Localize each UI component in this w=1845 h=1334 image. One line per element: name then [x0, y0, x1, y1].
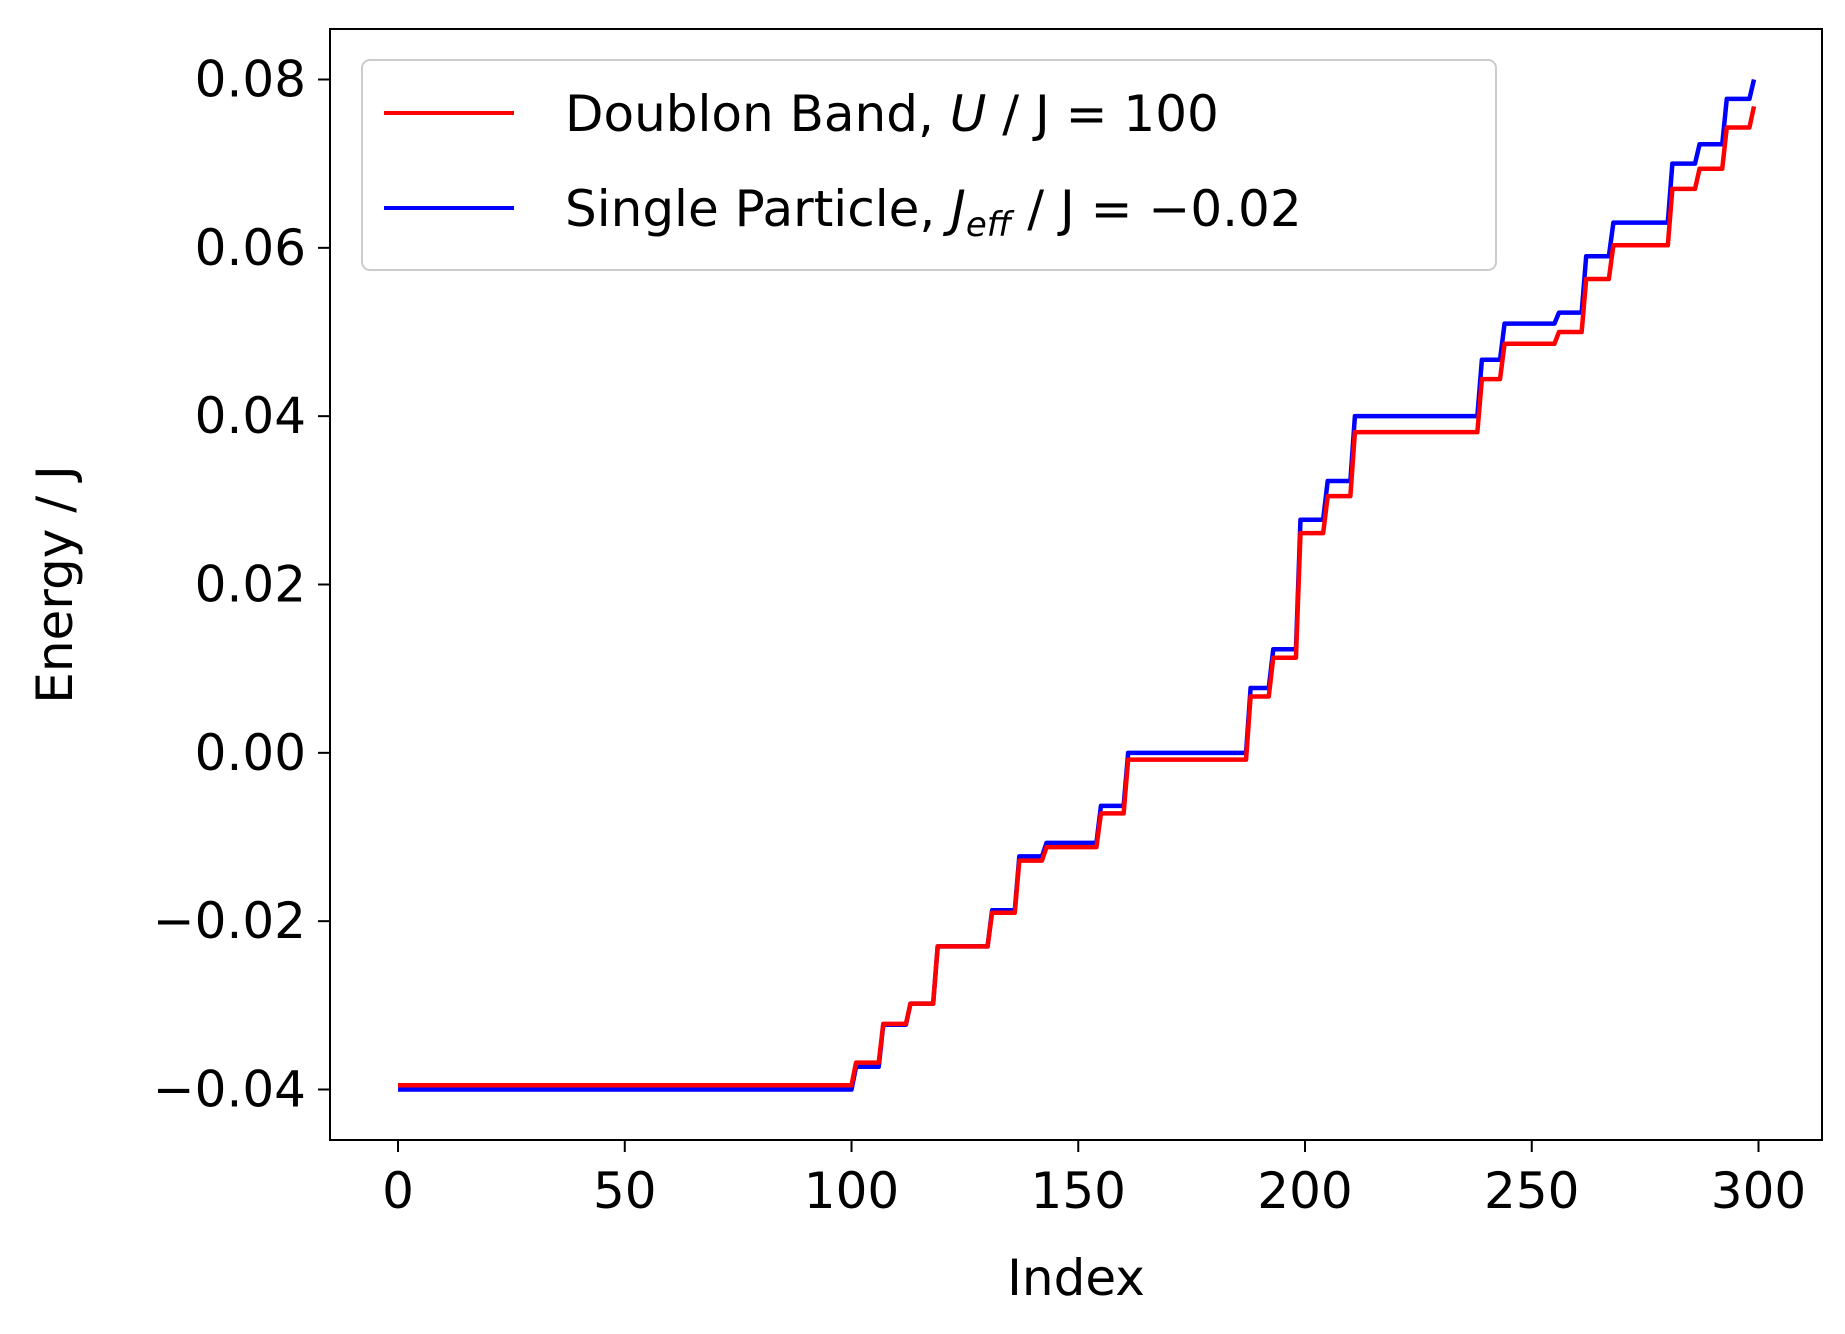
series-layer [398, 78, 1757, 1092]
legend-doublon-var: U [950, 85, 987, 143]
x-tick-label: 50 [593, 1162, 657, 1220]
legend-single-label: Single Particle, [565, 180, 951, 238]
x-axis-label: Index [1007, 1249, 1145, 1307]
series-line-doublon [398, 105, 1757, 1088]
x-axis-ticks: 0 50 100 150 200 250 300 [382, 1140, 1806, 1220]
x-tick-label: 250 [1484, 1162, 1579, 1220]
y-tick-label: 0.02 [195, 556, 306, 614]
y-tick-label: 0.00 [195, 724, 306, 782]
legend-doublon-label: Doublon Band, [565, 85, 950, 143]
x-tick-label: 0 [382, 1162, 414, 1220]
x-tick-label: 300 [1711, 1162, 1806, 1220]
y-axis-ticks: −0.04 −0.02 0.00 0.02 0.04 0.06 0.08 [153, 51, 330, 1119]
legend-label-doublon: Doublon Band, U / J = 100 [565, 85, 1219, 143]
y-axis-label: Energy / J [26, 465, 84, 703]
legend-box [361, 59, 1497, 271]
y-tick-label: −0.04 [153, 1061, 306, 1119]
legend-single-rest: / J = −0.02 [1011, 180, 1301, 238]
y-tick-label: 0.08 [195, 51, 306, 109]
legend: Doublon Band, U / J = 100 Single Particl… [361, 59, 1497, 271]
y-tick-label: 0.04 [195, 387, 306, 445]
y-tick-label: 0.06 [195, 219, 306, 277]
legend-single-sub: eff [966, 205, 1015, 245]
legend-doublon-rest: / J = 100 [986, 85, 1219, 143]
legend-label-single: Single Particle, Jeff / J = −0.02 [565, 180, 1302, 245]
x-tick-label: 150 [1031, 1162, 1126, 1220]
x-tick-label: 100 [804, 1162, 899, 1220]
y-tick-label: −0.02 [153, 892, 306, 950]
x-tick-label: 200 [1257, 1162, 1352, 1220]
